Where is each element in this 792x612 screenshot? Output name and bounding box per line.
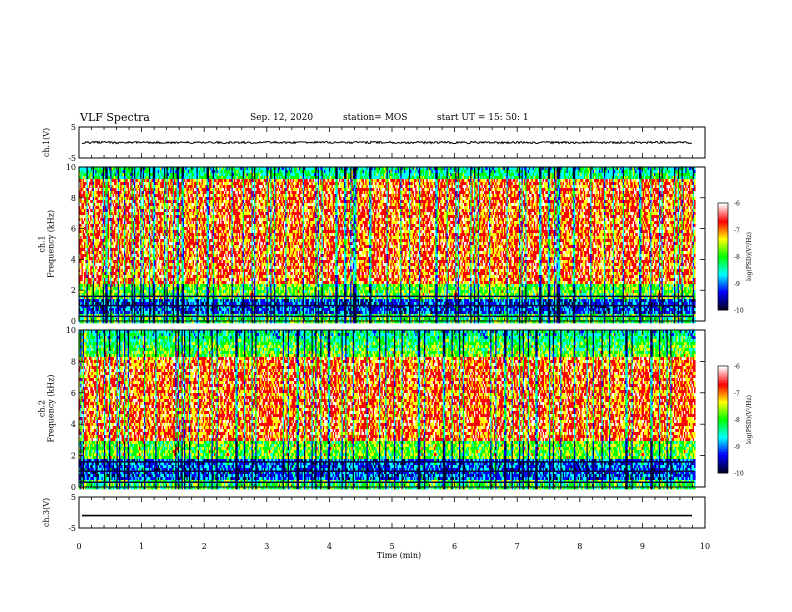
x-tick-label: 6 xyxy=(452,542,457,551)
y-tick-label: 6 xyxy=(71,389,76,398)
y-axis-label: Frequency (kHz) xyxy=(47,210,56,278)
x-tick-label: 0 xyxy=(76,542,81,551)
y-axis-label: Frequency (kHz) xyxy=(47,374,56,442)
y-tick-label: 5 xyxy=(71,493,76,502)
y-tick-label: 0 xyxy=(71,483,76,492)
colorbar-frame xyxy=(717,202,729,311)
y-tick-label: 4 xyxy=(71,255,76,264)
colorbar-tick-label: -8 xyxy=(734,254,740,261)
y-tick-label: 8 xyxy=(71,194,76,203)
colorbar-tick-label: -6 xyxy=(734,364,740,371)
header-title: VLF Spectra xyxy=(80,111,150,124)
spectrogram-ch2 xyxy=(79,330,696,490)
header-station: station= MOS xyxy=(343,113,407,123)
y-tick-label: 10 xyxy=(66,163,76,172)
colorbar-tick-label: -10 xyxy=(734,471,744,478)
y-axis-label: ch.1(V) xyxy=(42,128,51,157)
x-tick-label: 9 xyxy=(640,542,645,551)
y-axis-label: ch.3(V) xyxy=(42,498,51,527)
colorbar-tick-label: -6 xyxy=(734,201,740,208)
x-tick-label: 5 xyxy=(389,542,394,551)
colorbar-ch1 xyxy=(717,202,729,311)
y-tick-label: 0 xyxy=(71,317,76,326)
x-axis-label: Time (min) xyxy=(377,551,421,560)
colorbar-tick-label: -7 xyxy=(734,390,740,397)
colorbar-tick-label: -10 xyxy=(734,308,744,315)
colorbar-label: log(PSD)(V²/Hz) xyxy=(746,232,753,281)
colorbar-tick-label: -7 xyxy=(734,227,740,234)
colorbar-tick-label: -9 xyxy=(734,444,740,451)
colorbar-frame xyxy=(717,365,729,474)
colorbar-tick-label: -8 xyxy=(734,417,740,424)
x-tick-label: 2 xyxy=(202,542,207,551)
x-tick-label: 4 xyxy=(327,542,332,551)
header-date: Sep. 12, 2020 xyxy=(250,113,313,123)
y-tick-label: -5 xyxy=(68,154,76,163)
y-tick-label: -5 xyxy=(68,524,76,533)
x-tick-label: 7 xyxy=(515,542,520,551)
colorbar-ch2 xyxy=(717,365,729,474)
x-tick-label: 3 xyxy=(264,542,269,551)
x-tick-label: 8 xyxy=(577,542,582,551)
x-tick-label: 1 xyxy=(139,542,144,551)
y-tick-label: 4 xyxy=(71,420,76,429)
y-axis-label: ch.1 xyxy=(38,235,47,252)
spectrogram-ch1 xyxy=(79,167,696,324)
y-tick-label: 2 xyxy=(71,452,76,461)
y-tick-label: 5 xyxy=(71,123,76,132)
y-tick-label: 10 xyxy=(66,326,76,335)
colorbar-label: log(PSD)(V²/Hz) xyxy=(746,395,753,444)
header-start-time: start UT = 15: 50: 1 xyxy=(437,113,529,123)
colorbar-tick-label: -9 xyxy=(734,281,740,288)
waveform-trace-ch1 xyxy=(81,140,693,145)
x-tick-label: 10 xyxy=(700,542,710,551)
y-tick-label: 2 xyxy=(71,286,76,295)
y-tick-label: 6 xyxy=(71,225,76,234)
y-axis-label: ch.2 xyxy=(38,400,47,417)
y-tick-label: 8 xyxy=(71,357,76,366)
